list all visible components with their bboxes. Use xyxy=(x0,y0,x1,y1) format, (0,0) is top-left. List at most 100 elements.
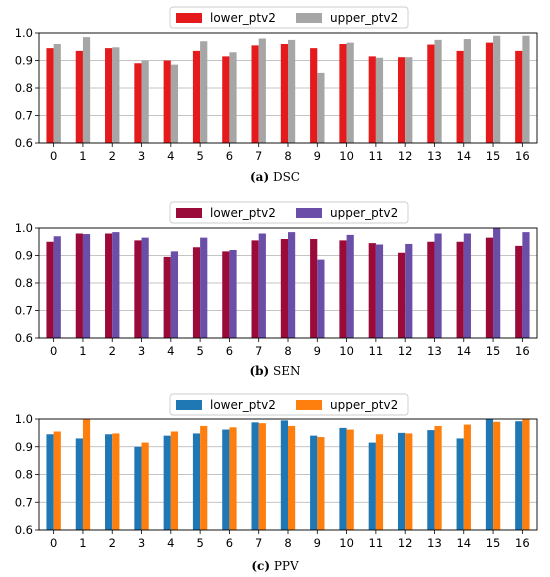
x-tick-label: 5 xyxy=(196,344,203,358)
bar-lower_ptv2-10 xyxy=(339,240,347,338)
bar-upper_ptv2-1 xyxy=(82,234,91,338)
legend-swatch-upper_ptv2 xyxy=(296,208,322,218)
bar-lower_ptv2-16 xyxy=(515,50,523,143)
bar-lower_ptv2-4 xyxy=(163,435,171,530)
x-tick-label: 2 xyxy=(109,149,116,163)
x-tick-label: 4 xyxy=(167,536,174,550)
y-tick-label: 0.8 xyxy=(15,276,33,290)
bar-lower_ptv2-7 xyxy=(251,240,259,338)
bar-upper_ptv2-2 xyxy=(112,47,120,143)
caption-label: (c) xyxy=(251,559,270,573)
bar-lower_ptv2-15 xyxy=(485,237,494,338)
x-tick-label: 1 xyxy=(79,344,86,358)
bar-upper_ptv2-10 xyxy=(346,42,354,143)
x-tick-label: 0 xyxy=(50,149,57,163)
bar-lower_ptv2-16 xyxy=(515,421,523,530)
bar-upper_ptv2-15 xyxy=(493,228,501,338)
bar-upper_ptv2-5 xyxy=(200,41,208,143)
x-tick-label: 7 xyxy=(255,344,262,358)
bar-lower_ptv2-7 xyxy=(251,45,259,143)
x-tick-label: 7 xyxy=(255,149,262,163)
bar-lower_ptv2-11 xyxy=(368,442,376,530)
bar-upper_ptv2-11 xyxy=(375,57,384,143)
y-tick-label: 0.9 xyxy=(15,440,33,454)
bar-upper_ptv2-12 xyxy=(405,433,413,530)
x-tick-label: 13 xyxy=(427,344,442,358)
bar-upper_ptv2-14 xyxy=(463,424,471,530)
bar-upper_ptv2-6 xyxy=(229,250,237,338)
bar-upper_ptv2-13 xyxy=(434,39,442,143)
legend-label: upper_ptv2 xyxy=(330,398,398,412)
legend-box xyxy=(169,6,409,29)
bar-upper_ptv2-16 xyxy=(522,232,530,338)
bar-upper_ptv2-13 xyxy=(434,425,442,530)
legend-box xyxy=(169,393,409,416)
bar-upper_ptv2-10 xyxy=(346,234,354,338)
x-tick-label: 4 xyxy=(167,344,174,358)
legend-label: upper_ptv2 xyxy=(330,206,398,220)
bar-lower_ptv2-0 xyxy=(46,241,54,338)
bar-lower_ptv2-5 xyxy=(192,50,201,143)
y-tick-label: 0.8 xyxy=(15,468,33,482)
bar-upper_ptv2-10 xyxy=(346,429,354,530)
bar-upper_ptv2-12 xyxy=(405,243,413,338)
bar-upper_ptv2-7 xyxy=(258,38,266,143)
x-tick-label: 16 xyxy=(515,344,530,358)
caption-metric: PPV xyxy=(274,559,299,573)
bar-lower_ptv2-2 xyxy=(105,48,113,143)
x-tick-label: 5 xyxy=(196,536,203,550)
bar-lower_ptv2-8 xyxy=(280,420,288,530)
bar-upper_ptv2-8 xyxy=(288,232,296,338)
bar-lower_ptv2-1 xyxy=(75,233,83,338)
bar-lower_ptv2-13 xyxy=(427,44,435,143)
y-tick-label: 0.6 xyxy=(15,136,33,150)
bar-lower_ptv2-0 xyxy=(46,48,54,143)
bar-upper_ptv2-0 xyxy=(53,431,61,530)
bar-upper_ptv2-9 xyxy=(317,72,325,143)
bar-lower_ptv2-8 xyxy=(280,239,288,338)
legend-label: lower_ptv2 xyxy=(210,206,276,220)
x-tick-label: 14 xyxy=(456,344,471,358)
x-tick-label: 10 xyxy=(339,536,354,550)
bar-lower_ptv2-15 xyxy=(485,42,494,143)
bar-upper_ptv2-11 xyxy=(375,434,384,530)
bar-upper_ptv2-0 xyxy=(53,44,61,143)
bar-lower_ptv2-11 xyxy=(368,243,376,338)
x-tick-label: 2 xyxy=(109,344,116,358)
bar-lower_ptv2-5 xyxy=(192,247,201,338)
y-tick-label: 0.6 xyxy=(15,331,33,345)
legend-swatch-lower_ptv2 xyxy=(176,13,202,23)
bar-upper_ptv2-12 xyxy=(405,57,413,144)
bar-upper_ptv2-3 xyxy=(141,60,149,143)
bar-upper_ptv2-11 xyxy=(375,244,384,338)
bar-lower_ptv2-13 xyxy=(427,241,435,338)
bar-lower_ptv2-13 xyxy=(427,430,435,530)
bar-upper_ptv2-3 xyxy=(141,442,149,530)
bar-lower_ptv2-10 xyxy=(339,44,347,143)
bar-upper_ptv2-0 xyxy=(53,236,61,338)
bar-upper_ptv2-13 xyxy=(434,233,442,338)
bar-lower_ptv2-9 xyxy=(310,239,318,338)
legend-box xyxy=(169,201,409,224)
bar-upper_ptv2-2 xyxy=(112,232,120,338)
bar-lower_ptv2-14 xyxy=(456,50,464,143)
y-tick-label: 0.6 xyxy=(15,523,33,537)
legend-swatch-lower_ptv2 xyxy=(176,208,202,218)
x-tick-label: 5 xyxy=(196,149,203,163)
x-tick-label: 6 xyxy=(226,536,233,550)
x-tick-label: 13 xyxy=(427,536,442,550)
x-tick-label: 1 xyxy=(79,149,86,163)
bar-lower_ptv2-9 xyxy=(310,435,318,530)
x-tick-label: 6 xyxy=(226,149,233,163)
bar-upper_ptv2-5 xyxy=(200,425,208,530)
x-tick-label: 9 xyxy=(314,344,321,358)
bar-lower_ptv2-3 xyxy=(134,63,142,143)
y-tick-label: 0.7 xyxy=(15,109,33,123)
x-tick-label: 11 xyxy=(369,536,384,550)
x-tick-label: 13 xyxy=(427,149,442,163)
bar-upper_ptv2-4 xyxy=(170,64,179,143)
x-tick-label: 15 xyxy=(486,344,501,358)
bar-lower_ptv2-1 xyxy=(75,438,83,530)
bar-lower_ptv2-15 xyxy=(485,419,494,530)
